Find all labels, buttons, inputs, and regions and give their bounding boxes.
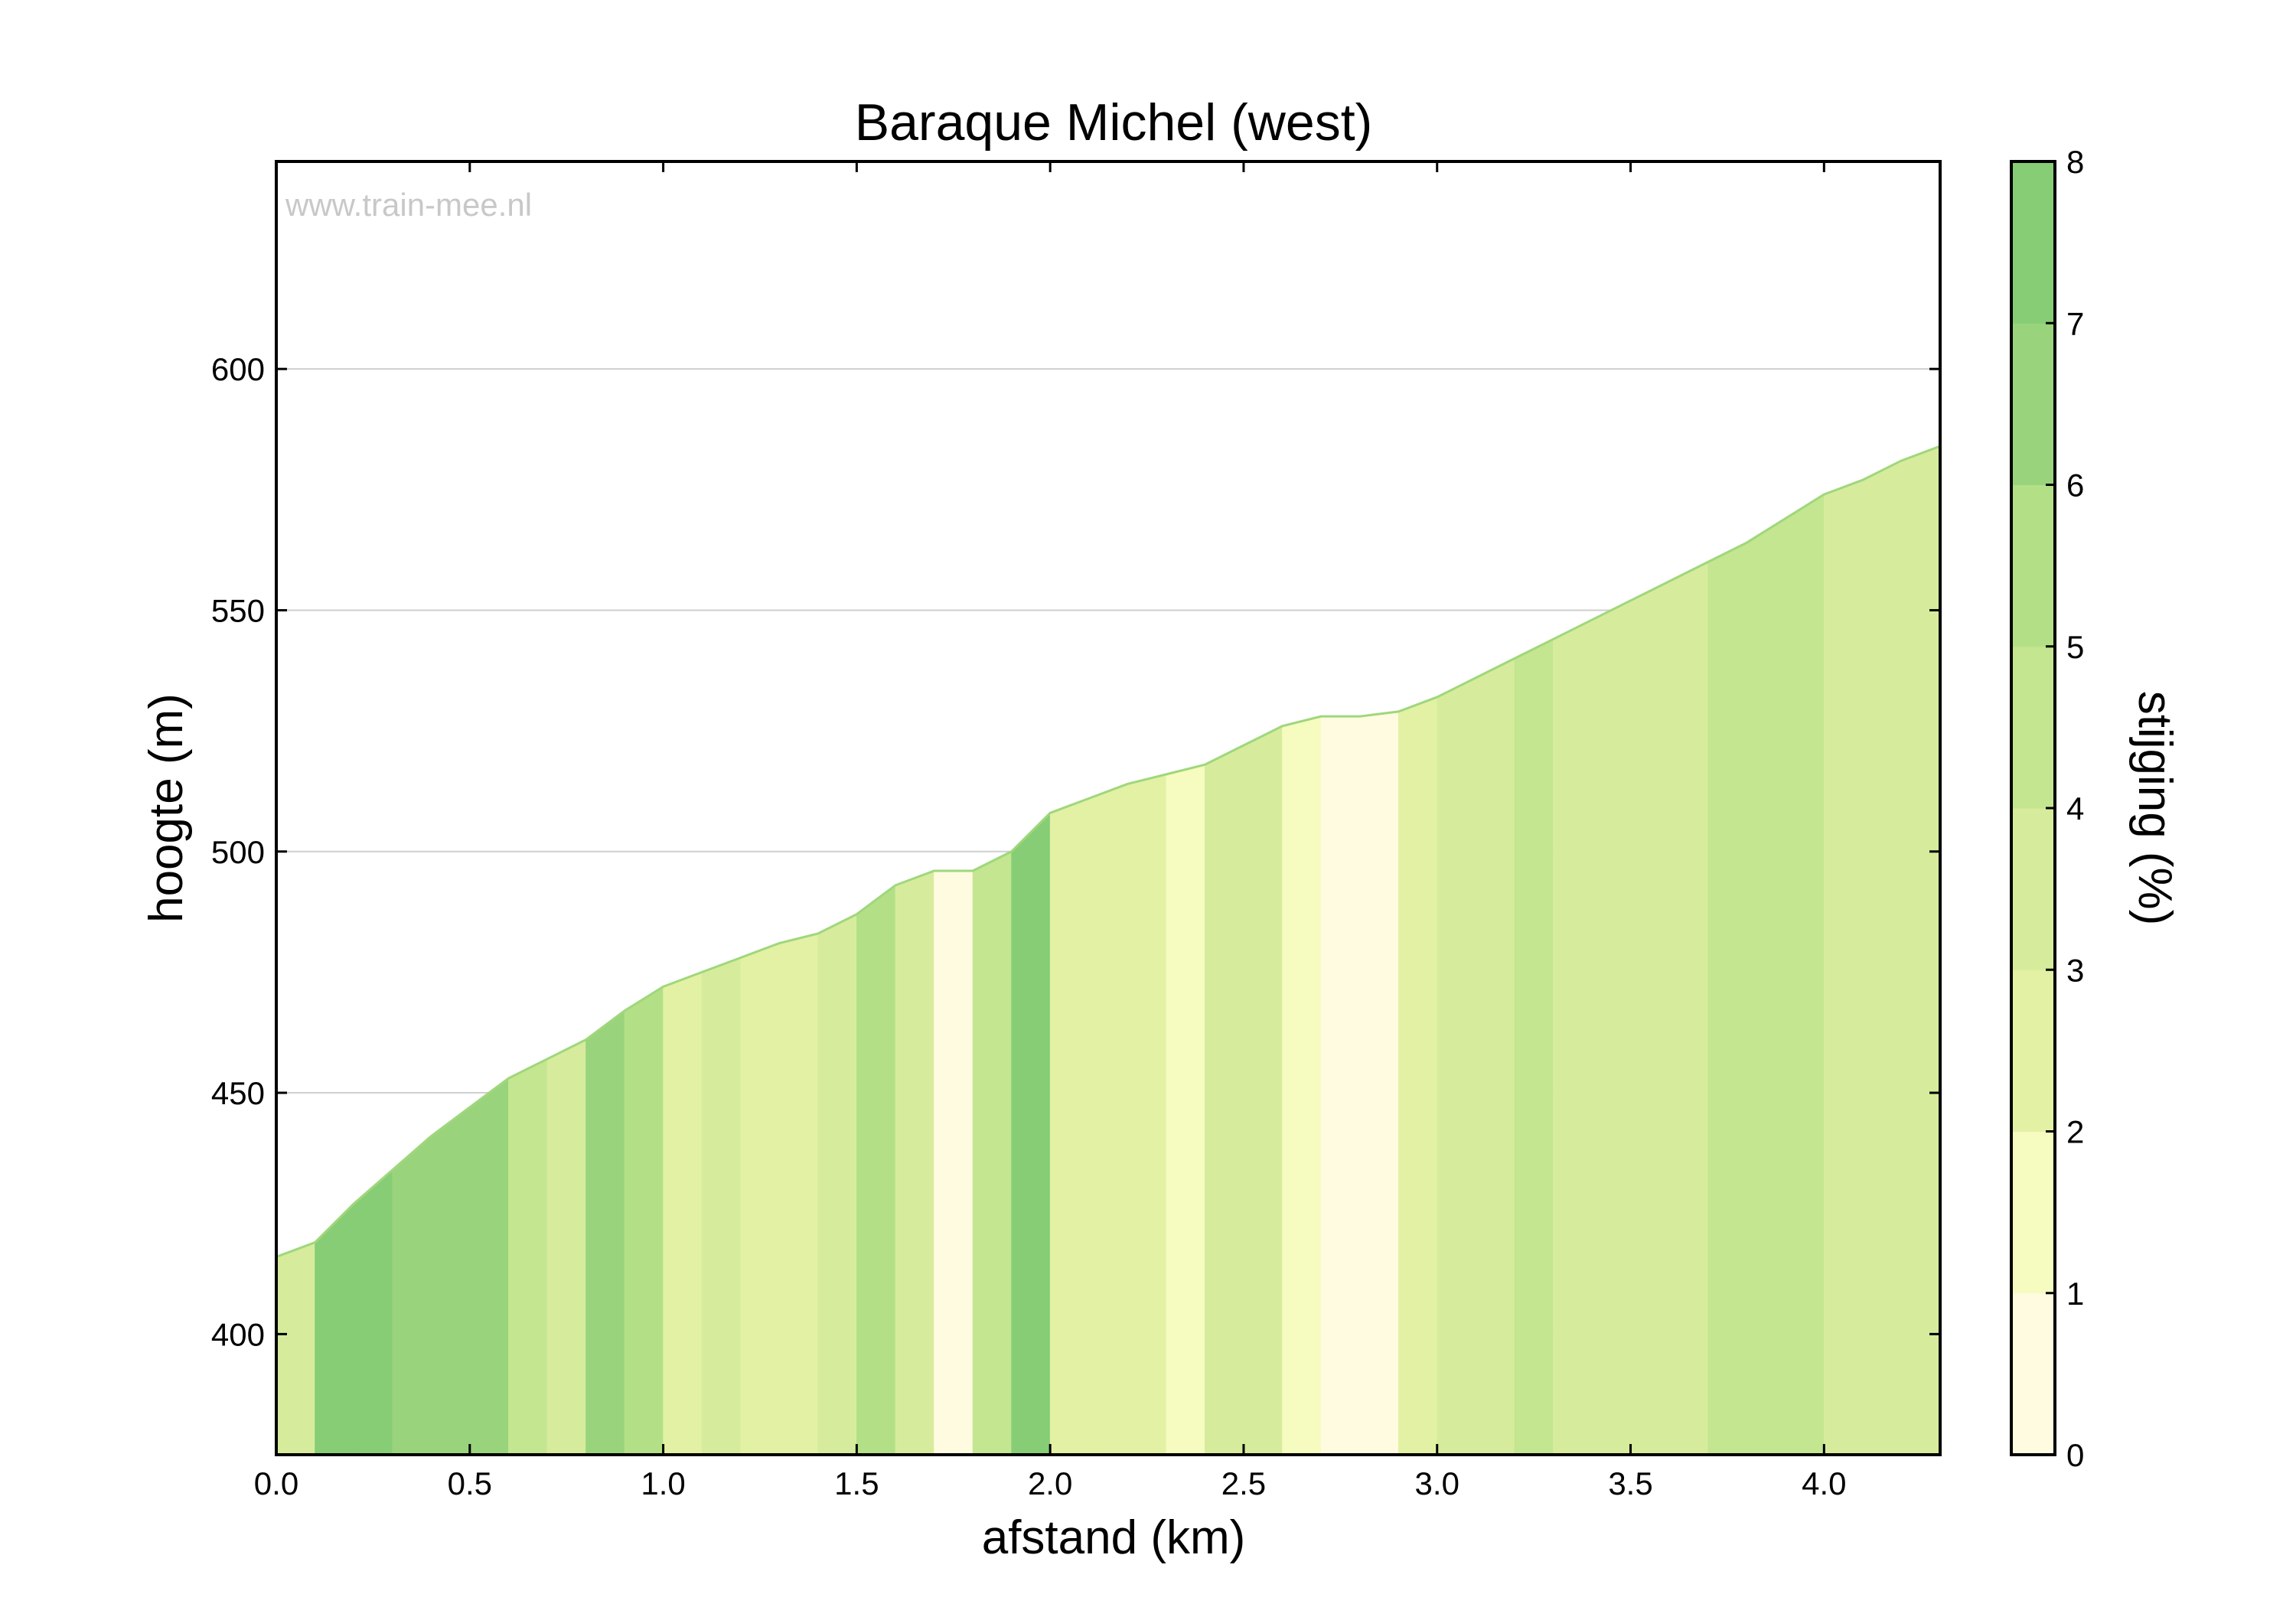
y-tick-label: 450 bbox=[211, 1075, 265, 1111]
gradient-segment bbox=[1707, 542, 1747, 1455]
gradient-segment bbox=[1437, 677, 1476, 1455]
y-tick-label: 500 bbox=[211, 834, 265, 870]
gradient-segment bbox=[1320, 715, 1360, 1455]
watermark: www.train-mee.nl bbox=[285, 187, 532, 223]
y-tick-label: 400 bbox=[211, 1316, 265, 1352]
colorbar-swatch bbox=[2011, 646, 2055, 809]
x-tick-label: 4.0 bbox=[1802, 1465, 1846, 1501]
colorbar-tick-label: 0 bbox=[2066, 1437, 2084, 1473]
gradient-segment bbox=[1476, 658, 1515, 1455]
gradient-segment bbox=[276, 1242, 315, 1455]
gradient-segment bbox=[508, 1058, 548, 1455]
gradient-segment bbox=[1243, 725, 1283, 1455]
colorbar-swatch bbox=[2011, 1131, 2055, 1294]
gradient-segment bbox=[392, 1136, 432, 1455]
colorbar-tick-label: 7 bbox=[2066, 305, 2084, 341]
colorbar-tick-label: 3 bbox=[2066, 952, 2084, 988]
chart-title: Baraque Michel (west) bbox=[855, 93, 1372, 152]
gradient-segment bbox=[740, 943, 780, 1455]
gradient-segment bbox=[1514, 638, 1554, 1455]
y-axis-label: hoogte (m) bbox=[140, 693, 193, 923]
gradient-segment bbox=[1049, 797, 1090, 1455]
colorbar: 0 1 2 3 4 5 6 7 8 bbox=[2010, 144, 2084, 1473]
colorbar-swatch bbox=[2011, 808, 2055, 970]
gradient-segment bbox=[701, 957, 741, 1455]
y-tick-label: 550 bbox=[211, 592, 265, 628]
gradient-segment bbox=[1591, 600, 1631, 1455]
x-tick-label: 0.5 bbox=[448, 1465, 492, 1501]
colorbar-tick-label: 1 bbox=[2066, 1276, 2084, 1312]
colorbar-tick-label: 4 bbox=[2066, 790, 2084, 826]
gradient-segment bbox=[817, 914, 857, 1455]
colorbar-swatch bbox=[2011, 1292, 2055, 1455]
x-tick-label: 3.0 bbox=[1415, 1465, 1459, 1501]
gradient-segment bbox=[778, 933, 819, 1455]
gradient-segment bbox=[1901, 445, 1941, 1455]
gradient-segment bbox=[1011, 812, 1051, 1455]
gradient-segment bbox=[663, 971, 703, 1455]
gradient-segment bbox=[1553, 619, 1593, 1455]
gradient-segment bbox=[353, 1169, 393, 1455]
gradient-segment bbox=[315, 1203, 354, 1455]
x-tick-label: 3.5 bbox=[1608, 1465, 1652, 1501]
gradient-segment bbox=[546, 1039, 586, 1455]
gradient-segment bbox=[624, 986, 664, 1455]
colorbar-label: stijging (%) bbox=[2128, 691, 2181, 926]
gradient-segment bbox=[430, 1107, 471, 1455]
gradient-segment bbox=[1630, 581, 1670, 1455]
gradient-segment bbox=[1862, 460, 1902, 1455]
gradient-segment bbox=[1088, 784, 1128, 1455]
gradient-segment bbox=[585, 1010, 625, 1455]
colorbar-swatch bbox=[2011, 323, 2055, 485]
gradient-segment bbox=[1166, 764, 1205, 1455]
gradient-segment bbox=[469, 1077, 509, 1455]
gradient-segment bbox=[1668, 561, 1708, 1455]
colorbar-tick-label: 5 bbox=[2066, 629, 2084, 665]
x-tick-label: 0.0 bbox=[254, 1465, 298, 1501]
colorbar-swatch bbox=[2011, 161, 2055, 324]
colorbar-tick-label: 6 bbox=[2066, 468, 2084, 504]
colorbar-tick-label: 2 bbox=[2066, 1114, 2084, 1150]
gradient-segment bbox=[1824, 479, 1864, 1455]
gradient-segment bbox=[895, 870, 934, 1455]
gradient-segment bbox=[1746, 518, 1786, 1455]
y-axis: 400 450 500 550 600 bbox=[211, 351, 1940, 1352]
gradient-segment bbox=[1785, 494, 1825, 1455]
x-axis-label: afstand (km) bbox=[982, 1511, 1246, 1564]
x-tick-label: 2.5 bbox=[1221, 1465, 1266, 1501]
gradient-segment bbox=[856, 885, 896, 1455]
colorbar-swatch bbox=[2011, 484, 2055, 647]
plot-frame bbox=[275, 160, 1942, 1456]
gradient-segment bbox=[1205, 745, 1244, 1455]
x-tick-label: 1.5 bbox=[834, 1465, 879, 1501]
colorbar-tick-label: 8 bbox=[2066, 144, 2084, 180]
x-tick-label: 2.0 bbox=[1028, 1465, 1072, 1501]
x-tick-label: 1.0 bbox=[641, 1465, 685, 1501]
colorbar-swatch bbox=[2011, 970, 2055, 1132]
y-tick-label: 600 bbox=[211, 351, 265, 387]
gradient-segment bbox=[972, 851, 1012, 1455]
gradient-segment bbox=[1397, 696, 1438, 1455]
gradient-segments bbox=[276, 445, 1941, 1455]
elevation-line bbox=[276, 445, 1941, 1258]
gradient-segment bbox=[934, 870, 974, 1455]
x-axis: 0.0 0.5 1.0 1.5 2.0 2.5 3.0 3.5 4.0 bbox=[254, 161, 1847, 1501]
gradient-segment bbox=[1282, 715, 1322, 1455]
gradient-segment bbox=[1127, 774, 1167, 1455]
gradient-segment bbox=[1359, 711, 1399, 1455]
